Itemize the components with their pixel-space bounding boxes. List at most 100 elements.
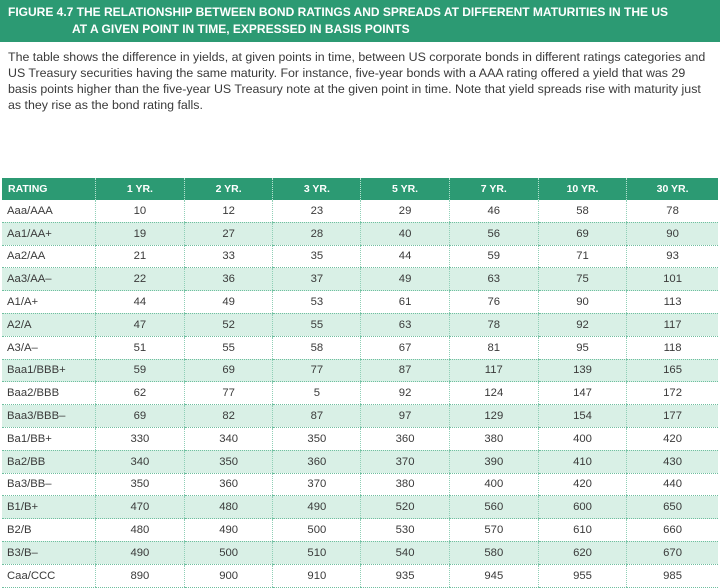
spread-cell: 360 (272, 450, 361, 474)
rating-cell: Baa1/BBB+ (2, 359, 96, 383)
table-row: Aaa/AAA 10 12 23 29 46 58 78 (2, 200, 718, 223)
table-row: Baa3/BBB– 69 82 87 97 129 154 177 (2, 404, 718, 428)
spread-cell: 480 (94, 518, 185, 542)
spread-cell: 380 (448, 427, 539, 451)
spread-cell: 610 (537, 518, 627, 542)
spread-cell: 500 (272, 518, 361, 542)
spread-cell: 360 (360, 427, 450, 451)
spread-cell: 92 (360, 381, 450, 406)
spread-cell: 44 (360, 245, 450, 269)
spread-cell: 480 (184, 495, 273, 520)
spread-cell: 139 (537, 359, 627, 383)
spread-cell: 92 (537, 313, 627, 337)
spread-cell: 76 (448, 290, 539, 314)
column-header-rating: RATING (2, 178, 96, 200)
spread-cell: 69 (537, 222, 627, 246)
spread-cell: 510 (272, 541, 361, 565)
table-row: Ba1/BB+ 330 340 350 360 380 400 420 (2, 427, 718, 451)
spread-cell: 118 (626, 336, 718, 360)
rating-cell: B1/B+ (2, 495, 96, 520)
table-row: Aa2/AA 21 33 35 44 59 71 93 (2, 245, 718, 269)
spread-cell: 890 (94, 564, 185, 588)
spread-cell: 90 (537, 290, 627, 314)
spread-cell: 82 (184, 404, 273, 428)
table-row: A1/A+ 44 49 53 61 76 90 113 (2, 290, 718, 314)
spread-cell: 61 (360, 290, 450, 314)
spread-cell: 29 (360, 200, 450, 223)
spread-cell: 87 (272, 404, 361, 428)
column-header-maturity: 7 YR. (448, 178, 539, 200)
spread-cell: 370 (272, 473, 361, 497)
table-row: Caa/CCC 890 900 910 935 945 955 985 (2, 564, 718, 588)
figure-title: FIGURE 4.7 THE RELATIONSHIP BETWEEN BOND… (0, 0, 720, 42)
spread-cell: 440 (626, 473, 718, 497)
spread-cell: 90 (626, 222, 718, 246)
spread-cell: 935 (360, 564, 450, 588)
spread-cell: 21 (94, 245, 185, 269)
rating-cell: Aa1/AA+ (2, 222, 96, 246)
spread-cell: 49 (360, 267, 450, 292)
spread-cell: 10 (94, 200, 185, 223)
spread-cell: 560 (448, 495, 539, 520)
spread-cell: 580 (448, 541, 539, 565)
spread-cell: 400 (448, 473, 539, 497)
spread-cell: 490 (94, 541, 185, 565)
spread-cell: 340 (94, 450, 185, 474)
spread-cell: 172 (626, 381, 718, 406)
column-header-maturity: 10 YR. (537, 178, 627, 200)
spread-cell: 620 (537, 541, 627, 565)
rating-cell: Caa/CCC (2, 564, 96, 588)
spread-cell: 330 (94, 427, 185, 451)
spread-cell: 410 (537, 450, 627, 474)
spread-cell: 28 (272, 222, 361, 246)
spread-cell: 350 (94, 473, 185, 497)
spread-cell: 530 (360, 518, 450, 542)
spread-cell: 63 (360, 313, 450, 337)
rating-cell: B3/B– (2, 541, 96, 565)
rating-cell: Aaa/AAA (2, 200, 96, 223)
spread-cell: 81 (448, 336, 539, 360)
spread-cell: 37 (272, 267, 361, 292)
spread-cell: 69 (184, 359, 273, 383)
table-row: B1/B+ 470 480 490 520 560 600 650 (2, 495, 718, 520)
spread-cell: 49 (184, 290, 273, 314)
spread-cell: 35 (272, 245, 361, 269)
spread-cell: 19 (94, 222, 185, 246)
spread-cell: 77 (272, 359, 361, 383)
table-row: B3/B– 490 500 510 540 580 620 670 (2, 541, 718, 565)
spread-cell: 58 (272, 336, 361, 360)
spread-cell: 490 (184, 518, 273, 542)
column-header-maturity: 3 YR. (272, 178, 361, 200)
spread-cell: 23 (272, 200, 361, 223)
spread-cell: 113 (626, 290, 718, 314)
table-row: Ba3/BB– 350 360 370 380 400 420 440 (2, 473, 718, 497)
spread-cell: 53 (272, 290, 361, 314)
spread-cell: 490 (272, 495, 361, 520)
spread-cell: 520 (360, 495, 450, 520)
table-row: B2/B 480 490 500 530 570 610 660 (2, 518, 718, 542)
spread-cell: 27 (184, 222, 273, 246)
spread-cell: 67 (360, 336, 450, 360)
rating-cell: Aa2/AA (2, 245, 96, 269)
spread-cell: 420 (626, 427, 718, 451)
spread-cell: 33 (184, 245, 273, 269)
spread-cell: 370 (360, 450, 450, 474)
spread-cell: 400 (537, 427, 627, 451)
spread-cell: 36 (184, 267, 273, 292)
spread-cell: 670 (626, 541, 718, 565)
spread-cell: 55 (184, 336, 273, 360)
table-row: Ba2/BB 340 350 360 370 390 410 430 (2, 450, 718, 474)
rating-cell: A3/A– (2, 336, 96, 360)
spread-cell: 350 (272, 427, 361, 451)
spread-cell: 58 (537, 200, 627, 223)
spread-cell: 430 (626, 450, 718, 474)
column-header-maturity: 1 YR. (94, 178, 185, 200)
figure-title-line1: FIGURE 4.7 THE RELATIONSHIP BETWEEN BOND… (8, 5, 669, 19)
spread-cell: 71 (537, 245, 627, 269)
table-header-row: RATING 1 YR. 2 YR. 3 YR. 5 YR. 7 YR. 10 YR. 30 … (2, 178, 718, 200)
spread-cell: 101 (626, 267, 718, 292)
spread-cell: 46 (448, 200, 539, 223)
spread-cell: 124 (448, 381, 539, 406)
spread-cell: 600 (537, 495, 627, 520)
table-row: Baa1/BBB+ 59 69 77 87 117 139 165 (2, 359, 718, 383)
